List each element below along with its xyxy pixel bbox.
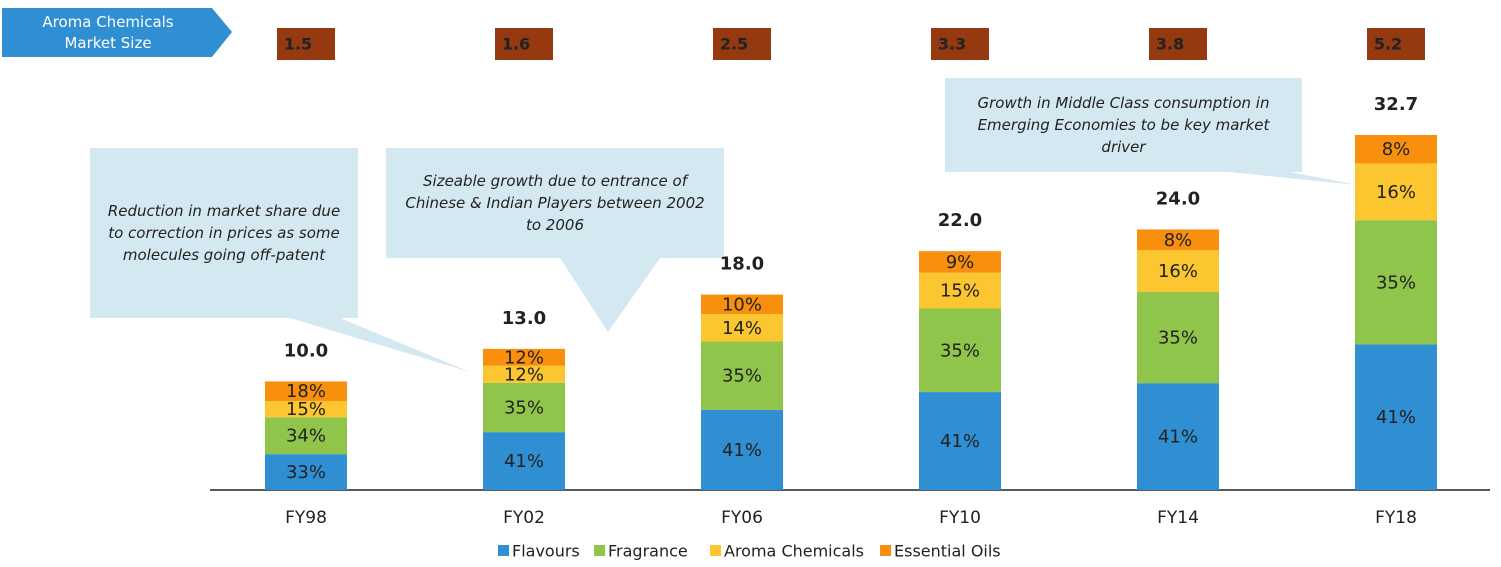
total-label: 13.0 (502, 308, 546, 329)
market-size-label: Aroma Chemicals Market Size (42, 12, 174, 52)
market-size-box (1149, 28, 1207, 60)
legend-swatch (710, 545, 721, 556)
market-size-value: 1.6 (502, 35, 530, 54)
market-size-box: Aroma Chemicals Market Size (42, 12, 174, 52)
bar-segment (1355, 344, 1437, 490)
annotation: Growth in Middle Class consumption in Em… (977, 94, 1270, 156)
legend-label: Essential Oils (894, 542, 1001, 561)
bar-segment (483, 365, 565, 383)
callout-box: Sizeable growth due to entrance of Chine… (405, 172, 705, 234)
segment-label: 14% (722, 318, 762, 339)
segment-label: 35% (504, 397, 544, 418)
segment-label: 35% (1376, 272, 1416, 293)
callout (90, 148, 470, 372)
bar-segment (919, 272, 1001, 309)
bar-segment (701, 409, 783, 490)
callout (386, 148, 724, 332)
bar-segment (701, 314, 783, 342)
segment-label: 15% (286, 399, 326, 420)
total-label: 32.7 (1374, 94, 1418, 115)
x-tick-label: FY98 (285, 508, 327, 528)
segment-label: 18% (286, 381, 326, 402)
segment-label: 12% (504, 364, 544, 385)
bar-segment (1137, 229, 1219, 251)
bar-segment (1355, 135, 1437, 164)
legend-label: Aroma Chemicals (724, 542, 864, 561)
bar-segment (1137, 291, 1219, 384)
annotation: Sizeable growth due to entrance of Chine… (405, 172, 705, 234)
market-size-box (277, 28, 335, 60)
market-size-box (495, 28, 553, 60)
legend-label: Fragrance (608, 542, 688, 561)
bar-segment (483, 432, 565, 490)
segment-label: 12% (504, 347, 544, 368)
bar-segment (919, 251, 1001, 273)
callout-box: Reduction in market share due to correct… (107, 202, 341, 264)
annotation: Reduction in market share due to correct… (107, 202, 341, 264)
segment-label: 9% (946, 252, 975, 273)
bar-segment (701, 341, 783, 410)
bar-segment (265, 454, 347, 490)
bar-segment (701, 294, 783, 315)
x-tick-label: FY18 (1375, 508, 1417, 528)
bar-segment (265, 417, 347, 455)
market-size-box (713, 28, 771, 60)
market-size-value: 3.3 (938, 35, 966, 54)
callout-box: Growth in Middle Class consumption in Em… (977, 94, 1270, 156)
legend-swatch (594, 545, 605, 556)
market-size-value: 3.8 (1156, 35, 1184, 54)
callout (945, 78, 1357, 185)
segment-label: 35% (722, 366, 762, 387)
segment-label: 41% (722, 440, 762, 461)
x-tick-label: FY06 (721, 508, 763, 528)
segment-label: 41% (1158, 427, 1198, 448)
legend-label: Flavours (512, 542, 580, 561)
market-size-box (931, 28, 989, 60)
segment-label: 33% (286, 462, 326, 483)
bar-segment (483, 348, 565, 366)
x-tick-label: FY10 (939, 508, 981, 528)
market-size-value: 1.5 (284, 35, 312, 54)
segment-label: 35% (1158, 328, 1198, 349)
segment-label: 41% (1376, 407, 1416, 428)
bar-segment (919, 392, 1001, 490)
x-tick-label: FY02 (503, 508, 545, 528)
legend-swatch (498, 545, 509, 556)
total-label: 10.0 (284, 340, 328, 361)
segment-label: 10% (722, 294, 762, 315)
segment-label: 41% (940, 431, 980, 452)
x-tick-label: FY14 (1157, 508, 1199, 528)
market-size-arrow (2, 8, 232, 57)
legend-swatch (880, 545, 891, 556)
total-label: 18.0 (720, 254, 764, 275)
bar-segment (1355, 163, 1437, 221)
segment-label: 15% (940, 281, 980, 302)
bar-segment (1355, 220, 1437, 345)
segment-label: 8% (1164, 230, 1193, 251)
bar-segment (265, 400, 347, 418)
market-size-value: 2.5 (720, 35, 748, 54)
total-label: 24.0 (1156, 188, 1200, 209)
total-label: 22.0 (938, 210, 982, 231)
bar-segment (1137, 383, 1219, 490)
market-size-box (1367, 28, 1425, 60)
segment-label: 16% (1158, 261, 1198, 282)
segment-label: 41% (504, 451, 544, 472)
bar-segment (265, 381, 347, 401)
bar-segment (919, 308, 1001, 393)
segment-label: 8% (1382, 139, 1411, 160)
segment-label: 35% (940, 340, 980, 361)
bar-segment (1137, 250, 1219, 292)
market-size-value: 5.2 (1374, 35, 1402, 54)
bar-segment (483, 382, 565, 433)
segment-label: 16% (1376, 182, 1416, 203)
segment-label: 34% (286, 426, 326, 447)
